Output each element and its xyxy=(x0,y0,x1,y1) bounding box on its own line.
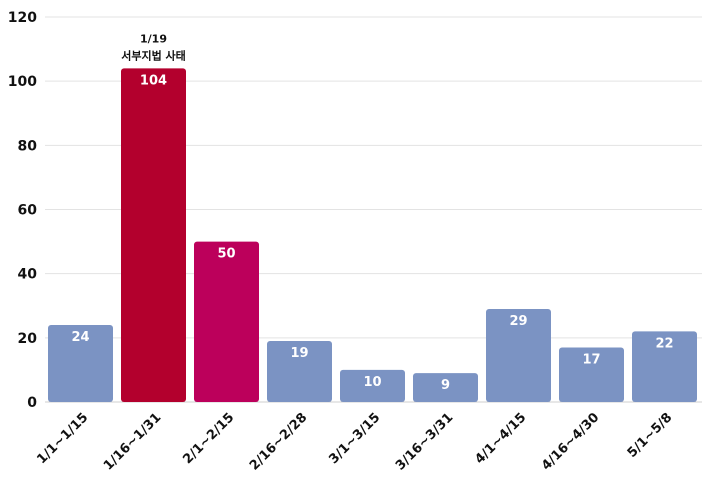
data-label: 10 xyxy=(363,375,381,390)
x-tick-label: 4/16~4/30 xyxy=(539,410,602,473)
bar xyxy=(632,331,697,402)
x-tick-label: 2/16~2/28 xyxy=(247,410,310,473)
data-label: 104 xyxy=(140,73,167,88)
x-tick-label: 3/16~3/31 xyxy=(393,410,456,473)
x-tick-label: 2/1~2/15 xyxy=(180,410,237,467)
x-tick-label: 4/1~4/15 xyxy=(472,410,529,467)
y-tick-label: 100 xyxy=(8,74,37,90)
y-tick-label: 120 xyxy=(8,10,37,26)
data-label: 22 xyxy=(655,336,673,351)
bar xyxy=(559,347,624,402)
y-tick-label: 0 xyxy=(27,395,37,411)
data-label: 24 xyxy=(71,330,89,345)
x-tick-label: 3/1~3/15 xyxy=(326,410,383,467)
x-tick-label: 1/1~1/15 xyxy=(34,410,91,467)
bar xyxy=(194,241,259,402)
data-label: 29 xyxy=(509,314,527,329)
y-tick-label: 60 xyxy=(18,203,38,219)
bar xyxy=(48,325,113,402)
annotation-text: 1/19 xyxy=(140,32,167,45)
y-tick-label: 40 xyxy=(18,267,38,283)
bar xyxy=(340,369,405,402)
annotation-text: 서부지법 사태 xyxy=(121,48,186,62)
y-tick-label: 80 xyxy=(18,138,38,154)
bar xyxy=(121,68,186,402)
data-label: 19 xyxy=(290,346,308,361)
data-label: 50 xyxy=(217,247,235,262)
y-tick-label: 20 xyxy=(18,331,38,347)
x-tick-label: 5/1~5/8 xyxy=(625,410,676,461)
x-tick-label: 1/16~1/31 xyxy=(101,410,164,473)
data-label: 9 xyxy=(441,378,450,393)
data-label: 17 xyxy=(582,352,600,367)
bar xyxy=(486,308,551,402)
bar xyxy=(267,341,332,402)
bar xyxy=(413,373,478,402)
